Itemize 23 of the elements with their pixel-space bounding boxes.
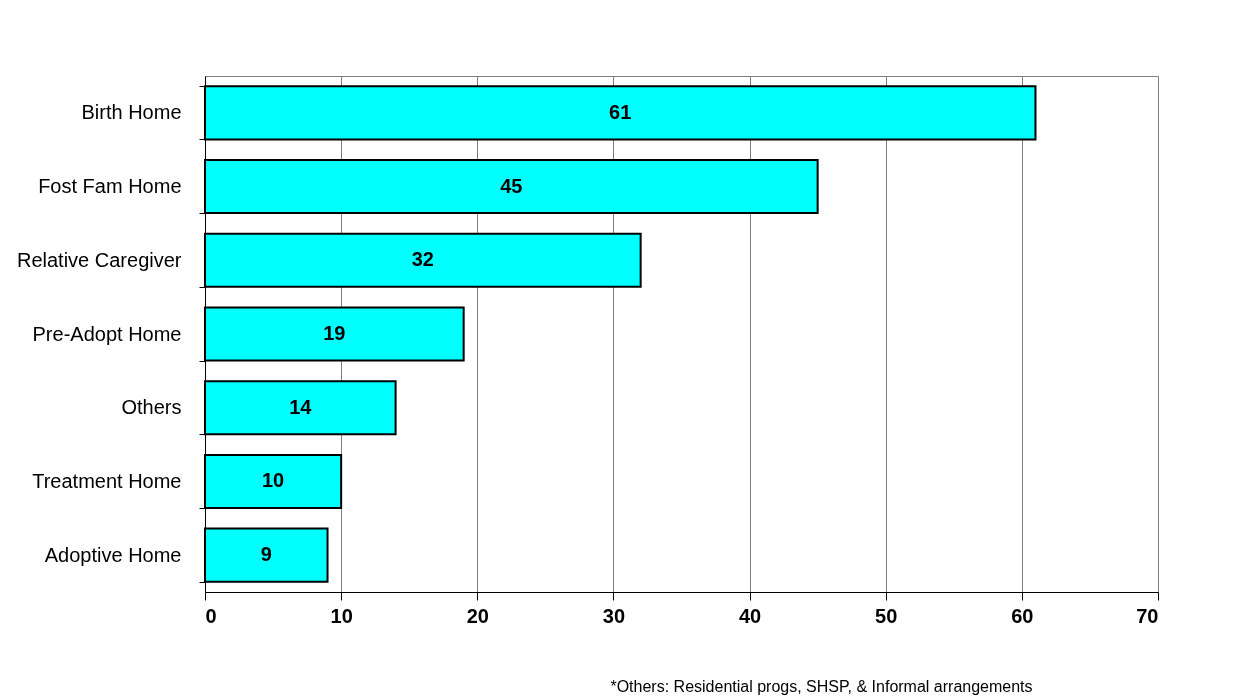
data-label: 61 (609, 100, 632, 123)
data-label: 45 (500, 174, 523, 197)
x-tick-label: 60 (1011, 604, 1034, 627)
x-tick-label: 10 (330, 604, 353, 627)
y-tick-label: Fost Fam Home (38, 175, 182, 198)
x-tick-label: 50 (875, 604, 898, 627)
x-tick-label: 40 (738, 604, 762, 627)
data-label: 32 (411, 248, 434, 271)
data-label: 10 (261, 469, 285, 492)
data-label: 9 (260, 543, 272, 566)
x-tick-label: 70 (1136, 604, 1159, 627)
x-tick-label: 30 (602, 604, 626, 627)
data-label: 19 (323, 322, 346, 344)
x-tick-label: 20 (466, 604, 489, 627)
y-tick-label: Birth Home (81, 101, 182, 124)
data-label: 14 (289, 395, 313, 418)
y-tick-label: Treatment Home (32, 469, 182, 492)
text: *Others: Residential progs, SHSP, & Informal arrangements (610, 678, 1033, 695)
y-tick-label: Others (121, 396, 182, 419)
y-tick-label: Adoptive Home (44, 543, 182, 566)
y-tick-label: Relative Caregiver (16, 248, 182, 271)
y-tick-label: Pre-Adopt Home (32, 322, 182, 345)
x-tick-label: 0 (205, 604, 217, 627)
